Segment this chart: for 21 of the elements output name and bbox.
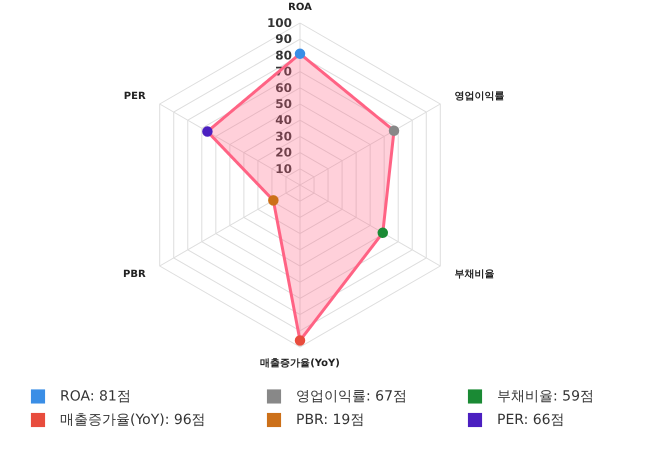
text: PER: 66점 <box>497 412 565 428</box>
text: 매출증가율(YoY): 96점 <box>60 412 206 428</box>
y-tick-label: 20 <box>275 146 292 160</box>
spoke-label: 매출증가율(YoY) <box>260 358 340 370</box>
spoke-label: PER <box>124 90 146 102</box>
y-tick-label: 40 <box>275 113 292 128</box>
y-tick-label: 100 <box>266 16 292 30</box>
spoke-label: ROA <box>288 2 312 13</box>
text: ROA: 81점 <box>60 388 131 404</box>
text: 영업이익률: 67점 <box>296 388 407 404</box>
text: PBR: 19점 <box>296 412 364 428</box>
y-tick-label: 10 <box>275 162 292 176</box>
spoke-label: 영업이익률 <box>454 90 504 102</box>
spoke-label: 부채비율 <box>454 269 494 280</box>
y-tick-label: 60 <box>275 80 292 95</box>
spoke-label: PBR <box>123 269 146 280</box>
y-tick-label: 50 <box>275 97 292 111</box>
y-tick-label: 80 <box>275 48 292 62</box>
text: 부채비율: 59점 <box>497 388 594 404</box>
y-tick-label: 90 <box>275 32 292 46</box>
y-tick-label: 30 <box>275 129 292 144</box>
